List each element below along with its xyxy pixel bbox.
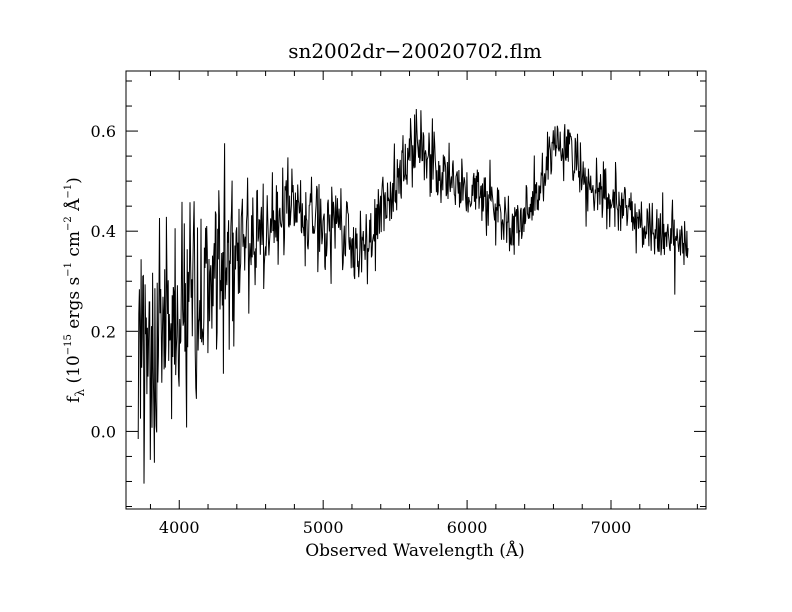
y-tick-label: 0.4 xyxy=(91,222,116,241)
y-label-exp1b: −1 xyxy=(63,184,74,199)
y-tick-label: 0.0 xyxy=(91,422,116,441)
y-label-close: ) xyxy=(64,177,84,184)
spectrum-line xyxy=(137,108,689,484)
y-label-open: (10 xyxy=(64,355,84,389)
x-tick-label: 6000 xyxy=(447,518,488,537)
y-label-ergs: ergs s xyxy=(64,277,84,334)
y-tick-label: 0.6 xyxy=(91,122,116,141)
axis-tick-labels: 4000 5000 6000 7000 0.0 0.2 0.4 0.6 xyxy=(91,122,632,537)
x-tick-label: 4000 xyxy=(159,518,200,537)
y-axis-label: fλ (10−15 ergs s−1 cm−2 Å−1) xyxy=(63,177,87,403)
y-label-lambda: λ xyxy=(73,389,87,397)
y-label-exp15: −15 xyxy=(63,334,74,355)
y-label-cm: cm xyxy=(64,231,84,262)
y-label-exp2: −2 xyxy=(63,216,74,231)
x-tick-label: 5000 xyxy=(303,518,344,537)
x-axis-label: Observed Wavelength (Å) xyxy=(305,540,525,561)
y-label-exp1: −1 xyxy=(63,262,74,277)
chart-title: sn2002dr−20020702.flm xyxy=(288,39,542,63)
y-tick-label: 0.2 xyxy=(91,322,116,341)
plot-frame xyxy=(125,70,707,510)
y-label-ang: Å xyxy=(63,198,84,216)
axis-ticks xyxy=(126,71,706,509)
x-tick-label: 7000 xyxy=(591,518,632,537)
y-label-f: f xyxy=(64,395,84,403)
spectrum-series xyxy=(137,108,689,484)
